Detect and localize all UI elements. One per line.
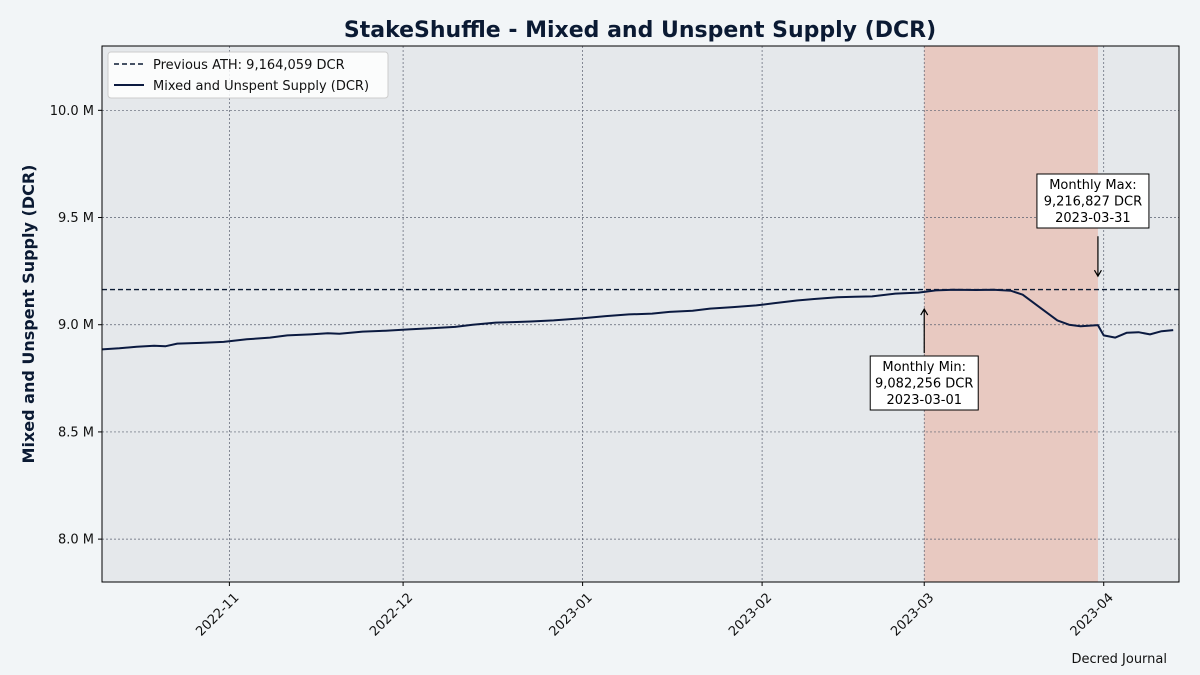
- plot-frame: [101, 45, 1180, 583]
- max-annotation-box: [1036, 173, 1150, 229]
- max-annotation-text: 9,216,827 DCR: [1044, 195, 1142, 210]
- max-annotation-text: Monthly Max:: [1049, 178, 1136, 193]
- x-tick-label: 2023-04: [1068, 590, 1117, 639]
- min-annotation-text: 9,082,256 DCR: [875, 377, 973, 392]
- supply-series-line: [101, 288, 1174, 351]
- y-tick-label: 9.5 M: [58, 211, 94, 226]
- y-tick-label: 10.0 M: [50, 104, 94, 119]
- x-tick-label: 2022-12: [367, 590, 416, 639]
- min-annotation-text: Monthly Min:: [882, 360, 966, 375]
- y-axis-label: Mixed and Unspent Supply (DCR): [19, 165, 38, 464]
- highlight-band: [924, 46, 1098, 582]
- max-annotation-text: 2023-03-31: [1055, 211, 1131, 226]
- x-tick-label: 2023-02: [726, 590, 775, 639]
- x-tick-label: 2023-01: [547, 590, 596, 639]
- y-tick-label: 8.0 M: [58, 533, 94, 548]
- legend-series-label: Mixed and Unspent Supply (DCR): [153, 79, 369, 94]
- min-annotation-box: [869, 355, 979, 411]
- y-tick-label: 8.5 M: [58, 425, 94, 440]
- y-tick-label: 9.0 M: [58, 318, 94, 333]
- min-annotation-arrow: [920, 307, 929, 354]
- min-annotation-text: 2023-03-01: [886, 393, 962, 408]
- x-tick-label: 2022-11: [193, 590, 242, 639]
- credit-text: Decred Journal: [1071, 652, 1167, 667]
- plot-area: 8.0 M 8.5 M 9.0 M 9.5 M 10.0 M 2022-11 2022-12…: [50, 45, 1180, 639]
- x-tick-label: 2023-03: [888, 590, 937, 639]
- chart-title: StakeShuffle - Mixed and Unspent Supply …: [344, 18, 936, 43]
- legend-box: [107, 51, 389, 99]
- max-annotation-arrow: [1093, 236, 1102, 278]
- legend-ath-label: Previous ATH: 9,164,059 DCR: [153, 58, 345, 73]
